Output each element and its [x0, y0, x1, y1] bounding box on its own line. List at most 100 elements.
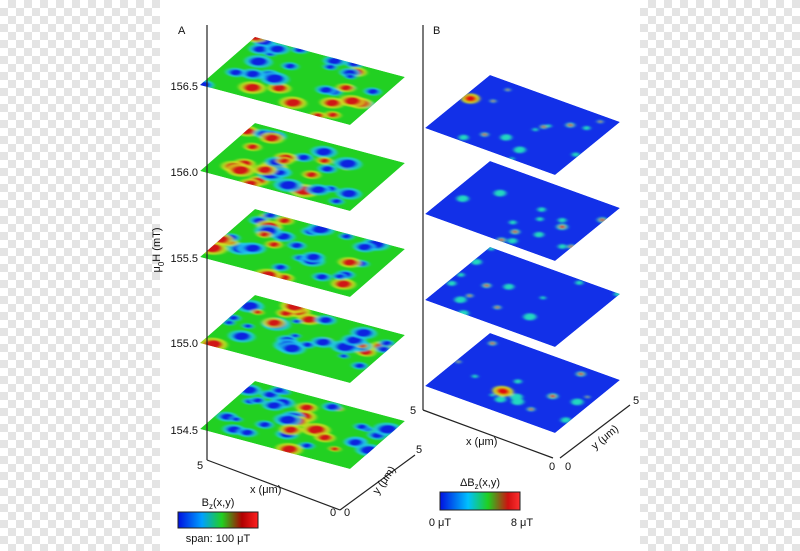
spot-core: [464, 95, 477, 102]
spot-halo: [557, 217, 567, 223]
blob-core: [339, 84, 353, 91]
blob-core: [325, 64, 336, 70]
blob-core: [330, 446, 339, 451]
blob-core: [340, 354, 348, 358]
map-clip: [200, 37, 405, 125]
tick-label: 5: [197, 460, 203, 472]
map-blobs: [200, 211, 390, 290]
spot-core: [490, 342, 495, 345]
blob-core: [305, 253, 321, 261]
axis-title: μ0H (mT): [151, 227, 166, 272]
blob-core: [278, 217, 291, 224]
spot-halo: [456, 195, 469, 203]
blob-core: [315, 147, 333, 156]
spot-halo: [458, 134, 469, 141]
tick-label: 154.5: [170, 425, 198, 437]
spot-halo: [457, 272, 465, 277]
spot-core: [598, 120, 602, 123]
spot-halo: [507, 238, 518, 244]
blob-core: [258, 421, 271, 428]
y-axis: [559, 404, 631, 459]
colorbar-max: 8 μT: [511, 517, 534, 529]
map-plane: [200, 37, 405, 125]
x-axis: [206, 459, 341, 511]
blob-core: [284, 63, 296, 69]
blob-core: [301, 315, 317, 324]
blob-core: [280, 445, 298, 454]
tick-label: 5: [410, 405, 416, 417]
blob-core: [257, 166, 273, 174]
panel-label: B: [433, 25, 440, 37]
blob-core: [341, 234, 352, 239]
spot-core: [549, 394, 556, 398]
spot-core: [585, 396, 589, 398]
blob-core: [356, 424, 368, 430]
blob-core: [266, 401, 282, 409]
blob-core: [318, 316, 333, 324]
blob-core: [273, 387, 285, 394]
blob-core: [229, 69, 243, 76]
map-clip: [200, 209, 405, 297]
spot-halo: [489, 393, 496, 397]
spot-core: [558, 225, 566, 229]
map-plane: [200, 381, 405, 469]
spot-core: [506, 88, 510, 91]
symbol: B: [202, 497, 209, 509]
spot-halo: [500, 134, 513, 141]
map-blobs: [458, 88, 604, 160]
tick-label: 0: [330, 507, 336, 519]
blob-core: [346, 74, 355, 79]
map-blobs: [455, 340, 590, 423]
spot-halo: [537, 207, 546, 212]
x-axis: [422, 409, 554, 459]
blob-core: [335, 280, 352, 288]
spot-core: [482, 133, 487, 136]
spot-halo: [513, 379, 522, 384]
blob-core: [263, 134, 280, 142]
spot-halo: [575, 280, 584, 285]
spot-core: [512, 230, 518, 234]
tick-label: 155.5: [170, 253, 198, 265]
blob-core: [274, 170, 287, 176]
spot-halo: [494, 396, 507, 403]
spot-halo: [523, 313, 537, 321]
map-plane: [425, 247, 620, 347]
spot-core: [456, 360, 460, 363]
blob-core: [265, 212, 276, 218]
map-clip: [425, 247, 620, 347]
spot-core: [578, 372, 584, 376]
y-axis: [339, 454, 416, 511]
blob-core: [293, 319, 301, 324]
map-blobs: [447, 247, 620, 321]
blob-core: [378, 424, 398, 434]
blob-core: [347, 439, 363, 446]
colorbar: [439, 491, 521, 511]
spot-core: [495, 306, 500, 309]
blob-core: [271, 84, 287, 92]
map-blobs: [200, 299, 395, 370]
blob-core: [290, 242, 303, 249]
spot-core: [496, 387, 510, 395]
spot-core: [491, 100, 495, 103]
blob-core: [334, 274, 345, 279]
spot-halo: [471, 258, 482, 265]
blob-core: [278, 180, 298, 190]
map-plane: [200, 295, 405, 383]
suffix: (x,y): [479, 477, 500, 489]
blob-core: [275, 264, 287, 270]
unit: H (mT): [151, 227, 163, 261]
blob-core: [253, 310, 262, 315]
blob-core: [266, 319, 282, 327]
colorbar-title: ΔBz(x,y): [460, 477, 500, 491]
blob-core: [324, 99, 341, 107]
tick-label: 0: [549, 461, 555, 473]
blob-core: [240, 429, 254, 436]
blob-core: [340, 189, 358, 198]
blob-core: [355, 328, 373, 337]
blob-core: [327, 57, 343, 65]
spot-halo: [582, 125, 591, 131]
map-plane: [425, 75, 620, 175]
map-clip: [425, 75, 620, 175]
